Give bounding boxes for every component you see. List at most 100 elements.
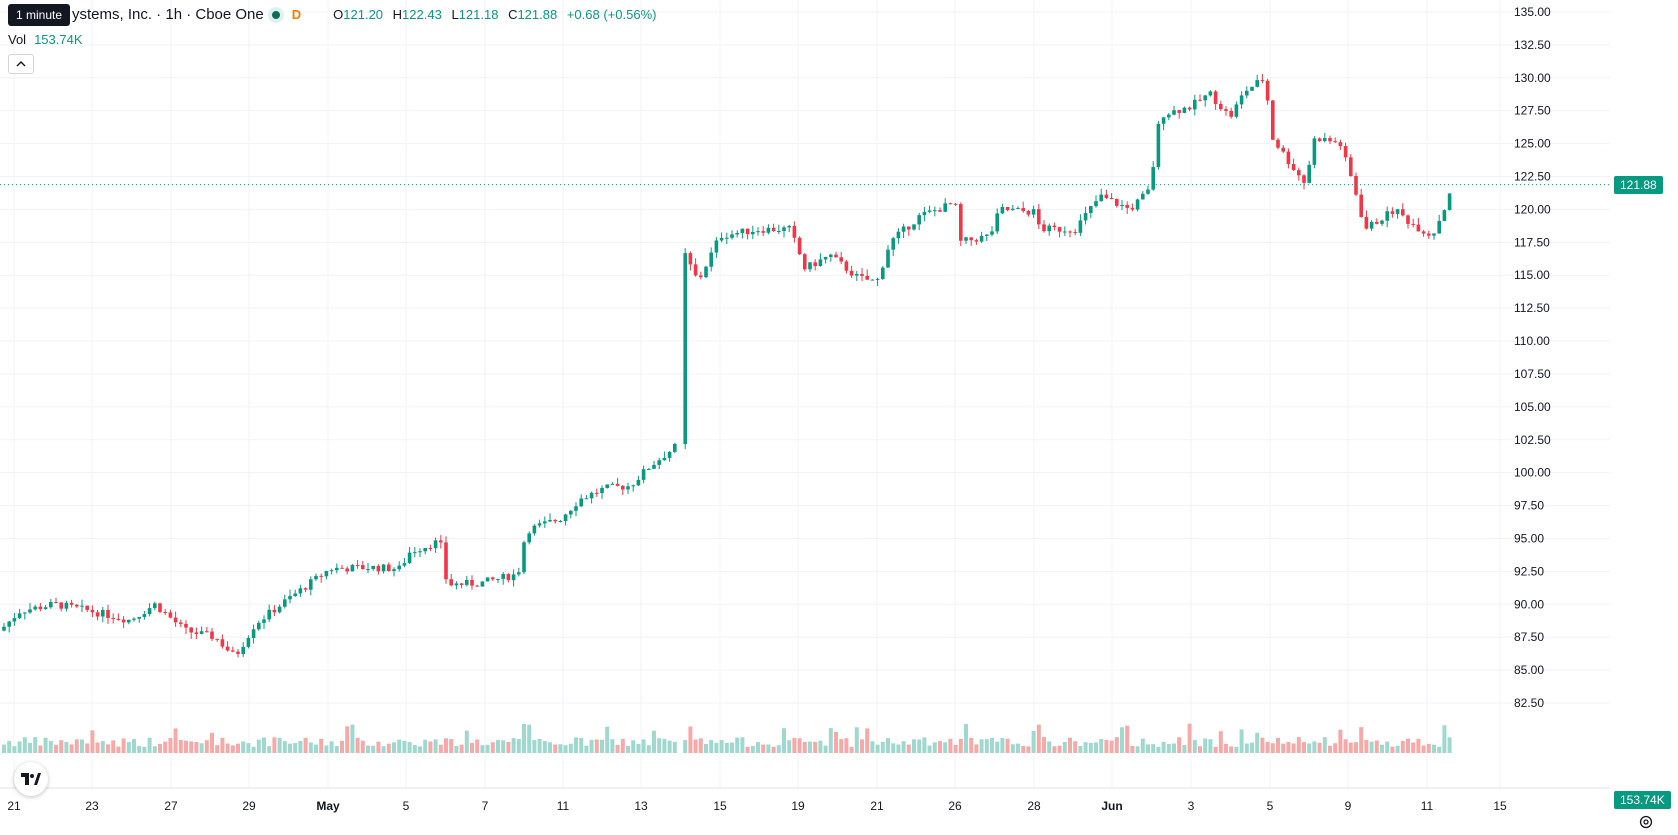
volume-bar <box>152 746 157 753</box>
candle-body <box>277 606 282 613</box>
collapse-legend-button[interactable] <box>8 54 34 74</box>
tradingview-logo-shape <box>21 773 41 785</box>
candle-body <box>43 607 48 610</box>
candle-body <box>1198 99 1202 101</box>
candle-body <box>215 638 219 640</box>
volume-bar <box>407 742 412 753</box>
volume-bar <box>246 743 251 753</box>
volume-bar <box>59 740 64 753</box>
volume-bar <box>823 745 828 753</box>
y-tick-label: 115.00 <box>1514 268 1550 282</box>
candle-body <box>225 646 230 651</box>
candle-body <box>1146 189 1150 194</box>
candle-body <box>1193 99 1197 110</box>
volume-bar <box>1260 737 1265 753</box>
candle-body <box>667 451 672 458</box>
candle-body <box>1187 107 1192 110</box>
time-axis[interactable]: 21 23 27 29 May 5 7 11 13 15 19 21 26 28 Jun 3 5 9 11 15 <box>7 799 1507 813</box>
candle-body <box>1219 103 1223 110</box>
candle-body <box>1333 141 1337 143</box>
volume-bar <box>771 746 776 753</box>
candle-body <box>818 259 823 267</box>
settings-icon[interactable] <box>1638 814 1654 830</box>
candle-body <box>506 574 511 581</box>
volume-bar <box>485 744 490 753</box>
volume-bar <box>714 742 719 753</box>
volume-bar <box>1203 738 1208 753</box>
volume-bar <box>1369 741 1374 753</box>
candle-body <box>1302 175 1306 183</box>
candle-body <box>1416 224 1421 232</box>
volume-bar <box>392 742 396 753</box>
volume-bar <box>386 743 391 753</box>
volume-bar <box>1068 737 1072 753</box>
candle-body <box>319 575 323 577</box>
candle-body <box>2 626 6 631</box>
candle-body <box>1369 221 1374 229</box>
candle-body <box>792 225 797 238</box>
volume-bar <box>854 727 859 753</box>
candle-body <box>293 593 297 597</box>
candle-body <box>423 548 427 552</box>
price-axis[interactable]: 135.00 132.50 130.00 127.50 125.00 122.50 120.… <box>1514 5 1551 710</box>
volume-bar <box>1078 745 1083 753</box>
volume-bar <box>220 737 225 753</box>
volume-bar <box>1317 742 1322 753</box>
tradingview-logo-icon[interactable] <box>14 762 48 796</box>
volume-bar <box>7 741 12 753</box>
candle-body <box>1208 91 1213 96</box>
chevron-up-icon <box>16 61 26 67</box>
y-tick-label: 132.50 <box>1514 38 1551 52</box>
candle-body <box>194 632 199 634</box>
volume-bar <box>1255 732 1260 753</box>
volume-bar <box>215 745 220 753</box>
candle-body <box>891 238 895 250</box>
y-tick-label: 100.00 <box>1514 466 1551 480</box>
volume-bar <box>1281 743 1286 753</box>
volume-bar <box>615 744 620 753</box>
candle-body <box>1167 114 1171 118</box>
volume-bar <box>236 743 240 753</box>
volume-bar <box>1380 744 1384 753</box>
candle-body <box>1026 210 1031 215</box>
candle-body <box>1073 232 1077 234</box>
candle-body <box>137 616 141 619</box>
candle-body <box>839 257 843 262</box>
y-tick-label: 102.50 <box>1514 433 1551 447</box>
volume-bar <box>319 738 324 753</box>
candle-body <box>439 540 443 543</box>
market-status[interactable]: D <box>271 7 301 22</box>
volume-bar <box>548 742 552 753</box>
volume-bar <box>225 743 230 753</box>
volume-legend[interactable]: Vol 153.74K <box>8 32 83 47</box>
candle-body <box>834 254 838 258</box>
volume-bar <box>28 742 32 753</box>
volume-bar <box>1437 746 1442 753</box>
symbol-legend[interactable]: ystems, Inc. · 1h · Cboe One D O121.20 H… <box>72 6 656 23</box>
volume-bar <box>667 740 672 753</box>
candle-body <box>881 267 885 279</box>
candle-body <box>636 479 641 486</box>
candle-body <box>605 484 609 488</box>
x-tick-label: 3 <box>1188 799 1195 813</box>
candle-body <box>246 638 251 647</box>
x-tick-label: 7 <box>482 799 489 813</box>
candle-body <box>75 604 79 607</box>
candle-body <box>751 231 755 235</box>
candle-body <box>1063 231 1067 233</box>
volume-bar <box>423 739 428 753</box>
candle-body <box>205 631 209 633</box>
candle-body <box>1427 233 1431 236</box>
volume-bar <box>808 741 812 753</box>
volume-bar <box>719 739 724 753</box>
candle-body <box>522 542 526 573</box>
candle-body <box>1380 220 1384 224</box>
symbol-title[interactable]: ystems, Inc. · 1h · Cboe One <box>72 6 264 23</box>
volume-bar <box>308 742 313 753</box>
candle-body <box>387 564 391 572</box>
volume-bar <box>282 741 287 753</box>
candle-body <box>1130 207 1135 210</box>
candle-body <box>85 605 89 610</box>
volume-bar <box>766 744 771 753</box>
